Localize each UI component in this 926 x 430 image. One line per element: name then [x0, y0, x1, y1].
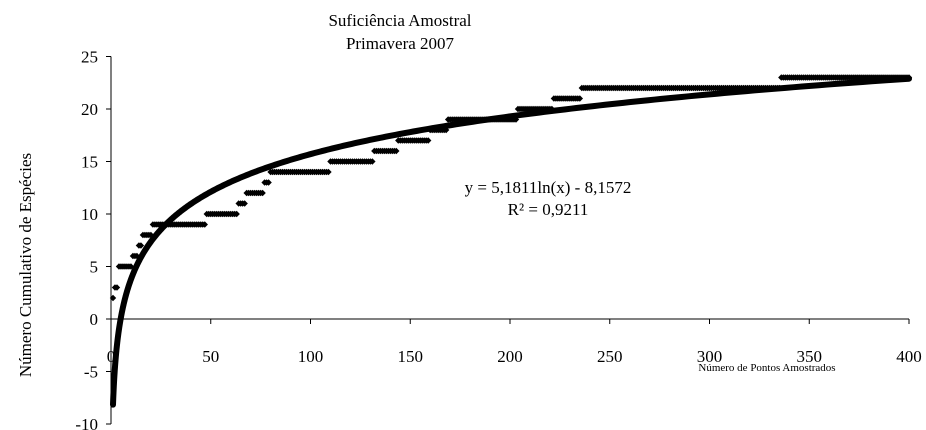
data-point: [147, 231, 155, 239]
x-tick-label: 250: [597, 347, 623, 366]
data-point: [425, 137, 432, 144]
y-tick-label: 25: [81, 48, 98, 67]
data-point: [393, 147, 400, 155]
data-point: [576, 95, 584, 102]
data-point: [109, 294, 117, 302]
y-tick-label: 0: [90, 310, 99, 329]
data-point: [137, 242, 145, 249]
data-point: [113, 284, 121, 291]
x-tick-label: 350: [797, 347, 823, 366]
y-tick-label: -10: [75, 415, 98, 430]
x-tick-label: 300: [697, 347, 723, 366]
chart-title: Suficiência Amostral: [328, 11, 471, 30]
data-point: [259, 189, 266, 197]
data-point: [241, 200, 248, 207]
y-tick-label: 10: [81, 205, 98, 224]
x-tick-label: 0: [107, 347, 116, 366]
data-point: [133, 252, 141, 260]
trendline-equation: y = 5,1811ln(x) - 8,1572: [465, 178, 632, 197]
data-point: [233, 210, 240, 218]
data-point: [369, 158, 376, 165]
y-tick-label: 15: [81, 153, 98, 172]
trendline-curve: [110, 75, 912, 408]
y-tick-label: -5: [84, 363, 98, 382]
x-tick-label: 100: [298, 347, 324, 366]
y-tick-label: 20: [81, 100, 98, 119]
y-axis-label: Número Cumulativo de Espécies: [16, 153, 35, 377]
x-tick-label: 150: [398, 347, 424, 366]
x-tick-label: 50: [202, 347, 219, 366]
trendline-r-squared: R² = 0,9211: [508, 200, 589, 219]
chart-subtitle: Primavera 2007: [346, 34, 455, 53]
data-point: [265, 179, 272, 186]
x-tick-label: 400: [896, 347, 922, 366]
data-point: [325, 168, 332, 176]
y-tick-label: 5: [90, 258, 99, 277]
x-axis-label: Número de Pontos Amostrados: [698, 362, 835, 374]
data-point: [201, 221, 208, 228]
x-tick-label: 200: [497, 347, 523, 366]
